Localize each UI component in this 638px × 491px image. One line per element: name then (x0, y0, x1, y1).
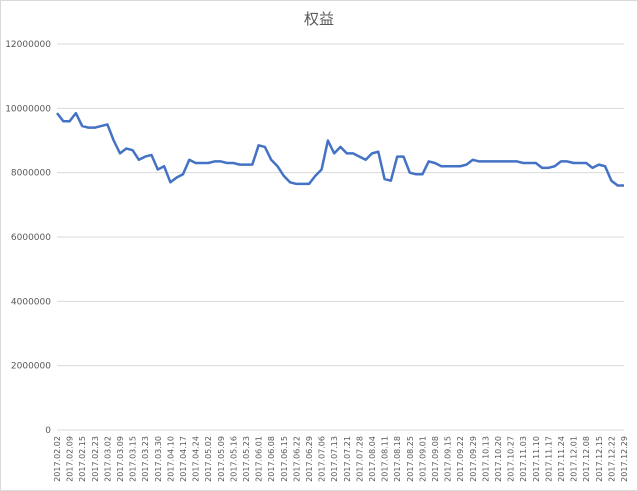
x-tick-label: 2017.02.02 (53, 436, 62, 482)
x-tick-label: 2017.12.01 (570, 436, 579, 482)
x-tick-label: 2017.09.22 (456, 436, 465, 482)
x-tick-label: 2017.06.08 (267, 436, 276, 482)
x-tick-label: 2017.11.17 (544, 436, 553, 482)
x-tick-label: 2017.02.15 (78, 436, 87, 482)
x-tick-label: 2017.03.23 (141, 436, 150, 482)
y-tick-label: 4000000 (11, 297, 51, 307)
x-tick-label: 2017.08.11 (381, 436, 390, 482)
x-tick-label: 2017.09.08 (431, 436, 440, 482)
x-tick-label: 2017.03.09 (116, 436, 125, 482)
x-tick-label: 2017.04.17 (179, 436, 188, 482)
x-tick-label: 2017.09.29 (469, 436, 478, 482)
x-tick-label: 2017.08.25 (406, 436, 415, 482)
x-tick-label: 2017.07.21 (343, 436, 352, 482)
x-tick-label: 2017.09.15 (444, 436, 453, 482)
x-tick-label: 2017.10.13 (481, 436, 490, 482)
x-tick-label: 2017.04.24 (192, 436, 201, 482)
x-tick-label: 2017.07.28 (355, 436, 364, 482)
x-tick-label: 2017.02.23 (91, 436, 100, 482)
x-tick-label: 2017.12.29 (620, 436, 629, 482)
x-tick-label: 2017.10.27 (507, 436, 516, 482)
x-tick-label: 2017.10.20 (494, 436, 503, 482)
x-tick-label: 2017.07.13 (330, 436, 339, 482)
x-tick-label: 2017.12.08 (582, 436, 591, 482)
y-tick-label: 8000000 (11, 169, 51, 179)
x-tick-label: 2017.02.09 (66, 436, 75, 482)
y-tick-label: 6000000 (11, 233, 51, 243)
data-line (56, 111, 624, 187)
x-tick-label: 2017.12.22 (607, 436, 616, 482)
y-tick-label: 2000000 (11, 362, 51, 372)
x-tick-label: 2017.06.22 (292, 436, 301, 482)
x-tick-label: 2017.11.24 (557, 436, 566, 482)
x-tick-label: 2017.11.10 (532, 436, 541, 482)
y-tick-label: 12000000 (5, 40, 51, 50)
x-tick-label: 2017.03.15 (129, 436, 138, 482)
x-tick-label: 2017.08.04 (368, 436, 377, 482)
x-tick-label: 2017.08.18 (393, 436, 402, 482)
x-tick-label: 2017.03.30 (154, 436, 163, 482)
x-tick-label: 2017.06.29 (305, 436, 314, 482)
x-tick-label: 2017.03.02 (103, 436, 112, 482)
x-tick-label: 2017.05.23 (242, 436, 251, 482)
x-tick-label: 2017.06.15 (280, 436, 289, 482)
x-tick-label: 2017.11.03 (519, 436, 528, 482)
x-tick-label: 2017.09.01 (418, 436, 427, 482)
x-tick-label: 2017.07.06 (318, 436, 327, 482)
y-tick-label: 10000000 (5, 104, 51, 114)
x-tick-label: 2017.04.10 (166, 436, 175, 482)
x-tick-label: 2017.05.02 (204, 436, 213, 482)
x-tick-label: 2017.12.15 (595, 436, 604, 482)
y-tick-label: 0 (45, 426, 51, 436)
x-tick-label: 2017.06.01 (255, 436, 264, 482)
x-tick-label: 2017.05.16 (229, 436, 238, 482)
chart-title: 权益 (304, 10, 334, 28)
x-tick-label: 2017.05.09 (217, 436, 226, 482)
